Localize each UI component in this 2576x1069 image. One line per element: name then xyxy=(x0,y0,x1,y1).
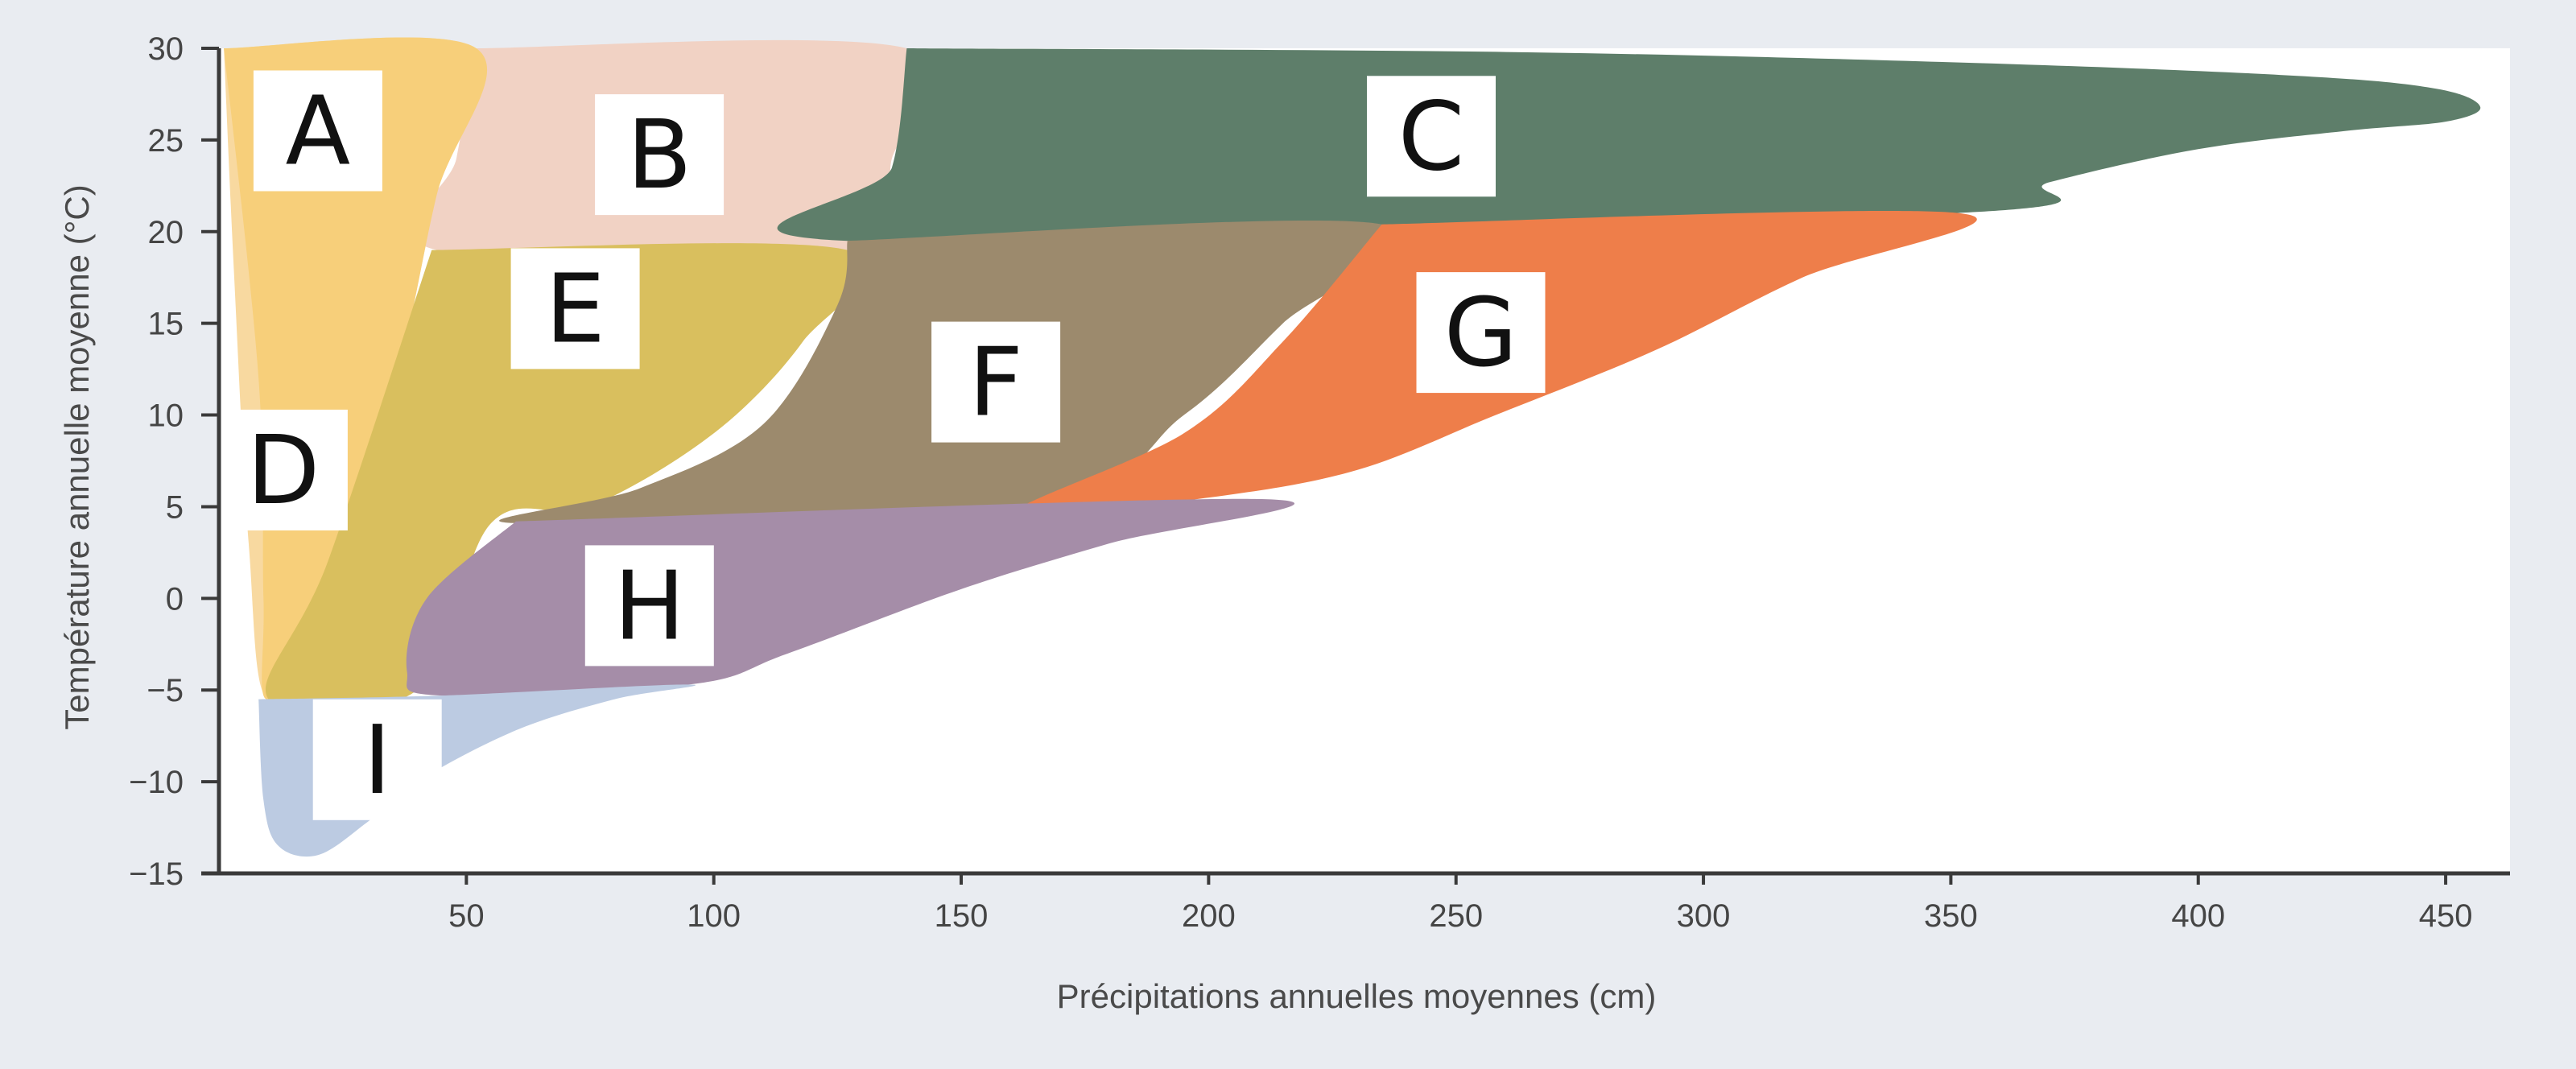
y-tick-label: −10 xyxy=(129,765,184,800)
biome-label-h: H xyxy=(613,550,685,661)
biome-label-g: G xyxy=(1444,277,1517,388)
biome-label-f: F xyxy=(968,327,1023,438)
y-tick-label: 0 xyxy=(166,581,184,617)
biome-label-c: C xyxy=(1398,80,1464,192)
y-tick-label: 15 xyxy=(148,307,184,342)
y-tick-label: 25 xyxy=(148,123,184,159)
biome-label-b: B xyxy=(627,99,692,210)
x-tick-label: 100 xyxy=(687,898,741,934)
axes: 50 100 150 200 250 300 350 400 450 302520151050−… xyxy=(129,31,2510,934)
y-tick-label: 30 xyxy=(148,31,184,67)
x-tick-label: 450 xyxy=(2419,898,2473,934)
y-tick-label: −15 xyxy=(129,856,184,892)
y-axis-title: Température annuelle moyenne (°C) xyxy=(58,184,96,729)
biome-region-d xyxy=(224,37,488,700)
label-box-d xyxy=(218,409,348,530)
y-axis-ticks: 30 25 20 15 10 5 0 −5 −10 −15 xyxy=(129,31,219,892)
biome-label-boxes: A B C D E F G H I xyxy=(218,70,1546,820)
label-box-g xyxy=(1416,272,1546,394)
biome-region-c xyxy=(777,48,2481,242)
label-box-e xyxy=(510,248,640,369)
y-tick-label: 20 xyxy=(148,215,184,250)
x-axis-ticks: 50 100 150 200 250 300 350 400 450 xyxy=(448,873,2472,934)
x-tick-label: 150 xyxy=(935,898,989,934)
label-box-h xyxy=(584,545,714,667)
y-tick-label: 5 xyxy=(166,489,184,525)
y-tick-label: 10 xyxy=(148,398,184,434)
y-tick-label: −5 xyxy=(147,673,184,708)
biome-label-e: E xyxy=(545,253,605,364)
label-box-a xyxy=(253,70,382,192)
biome-label-i: I xyxy=(363,704,391,815)
biome-label-a: A xyxy=(286,76,351,187)
x-tick-label: 50 xyxy=(448,898,485,934)
biome-region-e xyxy=(265,243,870,714)
label-box-b xyxy=(595,94,724,216)
x-axis-title: Précipitations annuelles moyennes (cm) xyxy=(1057,977,1657,1015)
label-box-i xyxy=(312,699,442,820)
biome-label-d: D xyxy=(246,415,320,526)
x-tick-label: 300 xyxy=(1677,898,1731,934)
x-tick-label: 350 xyxy=(1924,898,1978,934)
x-tick-label: 250 xyxy=(1429,898,1483,934)
x-tick-label: 200 xyxy=(1182,898,1236,934)
label-box-c xyxy=(1367,76,1496,197)
label-box-f xyxy=(931,321,1061,443)
x-tick-label: 400 xyxy=(2171,898,2225,934)
